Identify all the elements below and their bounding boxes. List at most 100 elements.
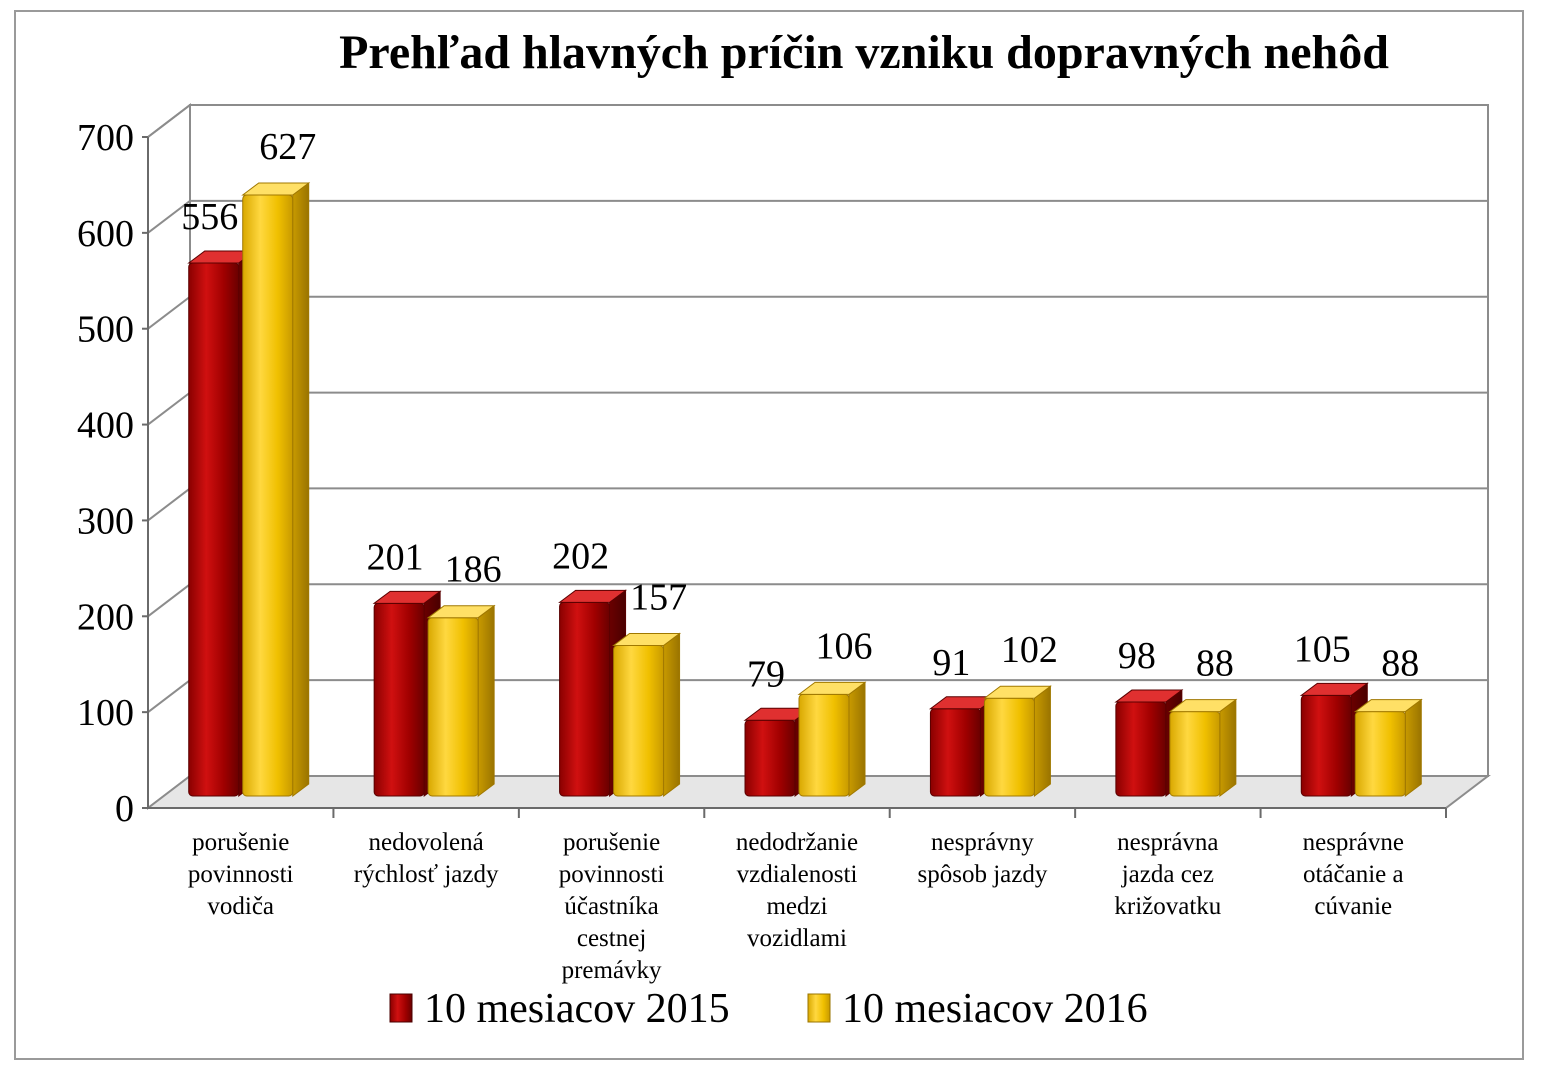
bar-front	[744, 719, 796, 797]
category-label-line: vodiča	[207, 893, 274, 920]
bar-front	[188, 262, 240, 797]
category-label-line: cúvanie	[1314, 893, 1392, 920]
bar-top	[982, 685, 1052, 699]
y-tick-label: 0	[115, 788, 134, 830]
category-label-line: nedovolená	[369, 829, 484, 856]
bar-top	[1299, 682, 1369, 696]
data-label: 88	[1196, 643, 1234, 685]
legend-label-2016: 10 mesiacov 2016	[842, 986, 1148, 1032]
data-label: 556	[181, 196, 238, 238]
category-label-line: jazda cez	[1121, 861, 1214, 888]
data-label: 88	[1381, 643, 1419, 685]
bar-front	[1115, 701, 1167, 797]
category-label-line: účastníka	[564, 893, 658, 920]
bar-front	[983, 697, 1035, 797]
legend-swatch-2015	[389, 993, 413, 1023]
chart-frame: Prehľad hlavných príčin vzniku dopravnýc…	[14, 10, 1524, 1060]
y-tick-label: 300	[77, 500, 134, 542]
category-label-line: cestnej	[577, 925, 646, 952]
data-label: 627	[259, 126, 316, 168]
category-label: nesprávna jazda cez križovatku	[1114, 829, 1221, 920]
category-label-line: vozidlami	[747, 925, 847, 952]
category-label: porušenie povinnosti vodiča	[188, 829, 294, 920]
legend: 10 mesiacov 2015 10 mesiacov 2016	[389, 986, 1148, 1032]
category-label-line: porušenie	[192, 829, 289, 856]
category-label: nesprávne otáčanie a cúvanie	[1303, 829, 1404, 920]
bar-front	[242, 194, 294, 797]
gridline	[147, 104, 1488, 138]
category-label: nesprávny spôsob jazdy	[917, 829, 1047, 888]
category-label: porušenie povinnosti účastníka cestnej premá…	[559, 829, 665, 984]
gridline	[147, 199, 1488, 234]
y-tick-label: 700	[77, 117, 134, 159]
category-label-line: povinnosti	[559, 861, 665, 888]
data-label: 202	[552, 535, 609, 577]
bar-side	[477, 604, 495, 797]
data-label: 186	[445, 549, 502, 591]
y-tick-label: 100	[77, 692, 134, 734]
category-label-line: nedodržanie	[736, 829, 858, 856]
bar-front	[1300, 694, 1352, 797]
category-label-line: nesprávna	[1117, 829, 1218, 856]
category-label-line: spôsob jazdy	[917, 861, 1047, 888]
bar	[797, 681, 867, 797]
data-label: 105	[1294, 628, 1351, 670]
bar-top	[612, 633, 682, 647]
category-label-line: otáčanie a	[1303, 861, 1404, 888]
y-tick-label: 600	[77, 213, 134, 255]
bar	[241, 181, 311, 797]
category-label-line: nesprávny	[931, 829, 1034, 856]
data-label: 91	[932, 642, 970, 684]
category-label: nedovolená rýchlosť jazdy	[354, 829, 499, 888]
data-label: 157	[630, 577, 687, 619]
bar-front	[427, 617, 479, 797]
bar-side	[292, 181, 310, 797]
category-label-line: rýchlosť jazdy	[354, 861, 499, 888]
category-label-line: porušenie	[563, 829, 660, 856]
category-label-line: vzdialenosti	[737, 861, 858, 888]
category-label-line: križovatku	[1114, 893, 1221, 920]
bar-front	[929, 708, 981, 797]
data-label: 102	[1001, 629, 1058, 671]
bar-top	[426, 605, 496, 619]
bar	[1353, 698, 1423, 797]
bar-top	[1114, 689, 1184, 703]
bar	[612, 632, 682, 797]
bar-top	[241, 182, 311, 196]
legend-swatch-2016	[807, 993, 831, 1023]
data-label: 201	[367, 536, 424, 578]
category-label: nedodržanie vzdialenosti medzi vozidlami	[736, 829, 858, 952]
bar-side	[848, 681, 866, 797]
legend-item-2015: 10 mesiacov 2015	[389, 986, 730, 1032]
y-tick-label: 400	[77, 405, 134, 447]
bar-side	[1219, 698, 1237, 797]
y-tick-label: 500	[77, 309, 134, 351]
bar-top	[1168, 699, 1238, 713]
legend-label-2015: 10 mesiacov 2015	[424, 986, 730, 1032]
bar-front	[1169, 711, 1221, 797]
bar-chart: Prehľad hlavných príčin vzniku dopravnýc…	[77, 26, 1491, 1032]
bar-front	[1354, 711, 1406, 797]
bar-front	[559, 601, 611, 797]
chart-title: Prehľad hlavných príčin vzniku dopravnýc…	[339, 26, 1389, 79]
data-label: 79	[747, 653, 785, 695]
data-label: 98	[1118, 635, 1156, 677]
bars-layer	[187, 181, 1423, 797]
category-label-line: medzi	[766, 893, 827, 920]
labels-layer: porušenie povinnosti vodiča 556 627 nedovolen…	[181, 126, 1419, 984]
category-label-line: premávky	[562, 957, 662, 984]
bar-top	[1353, 699, 1423, 713]
bar	[1168, 698, 1238, 797]
data-label: 106	[816, 625, 873, 667]
bar-front	[373, 602, 425, 797]
bar-top	[797, 681, 867, 695]
legend-item-2016: 10 mesiacov 2016	[807, 986, 1148, 1032]
bar-front	[798, 693, 850, 797]
bar-side	[1033, 685, 1051, 797]
category-label-line: povinnosti	[188, 861, 294, 888]
bar-front	[613, 645, 665, 797]
bar-side	[1404, 698, 1422, 797]
y-tick-label: 200	[77, 596, 134, 638]
bar	[426, 604, 496, 797]
bar-top	[558, 589, 628, 603]
